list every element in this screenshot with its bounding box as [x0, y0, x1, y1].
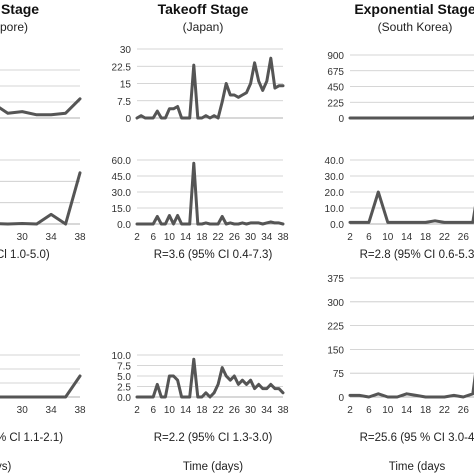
column-title-1: Takeoff Stage: [158, 1, 249, 17]
x-tick-col0-row2-4: 34: [46, 405, 58, 416]
x-tick-col1-row1-6: 26: [229, 232, 241, 243]
x-tick-col1-row2-6: 26: [229, 405, 241, 416]
y-tick-col2-row1-2: 20.0: [325, 188, 345, 199]
x-tick-col2-row2-4: 18: [420, 405, 432, 416]
x-tick-col0-row1-3: 30: [17, 232, 29, 243]
y-tick-col2-row0-0: 0: [338, 114, 344, 125]
y-tick-col1-row2-1: 2.5: [117, 383, 131, 394]
x-tick-col2-row1-0: 2: [347, 232, 353, 243]
stat-text-2-1: R=2.8 (95% CI 0.6-5.3: [360, 249, 474, 261]
x-axis-label-1: Time (days): [183, 461, 243, 473]
y-tick-col2-row0-2: 450: [327, 83, 344, 94]
x-axis-label-0: ys): [0, 461, 12, 473]
x-tick-col1-row1-1: 6: [150, 232, 156, 243]
series-line-col2-row2: [348, 373, 474, 399]
stat-text-0-2: % Cl 1.1-2.1): [0, 432, 63, 444]
x-tick-col2-row1-6: 26: [458, 232, 470, 243]
x-tick-col2-row2-3: 14: [401, 405, 413, 416]
x-tick-col1-row2-4: 18: [196, 405, 208, 416]
x-tick-col1-row1-3: 14: [180, 232, 192, 243]
y-tick-col2-row1-0: 0.0: [330, 220, 344, 231]
series-line-col0-row2: [0, 374, 82, 399]
series-line-col1-row2: [135, 357, 285, 399]
x-tick-col1-row1-0: 2: [134, 232, 140, 243]
x-tick-col1-row2-5: 22: [213, 405, 225, 416]
column-subtitle-0: pore): [0, 20, 28, 34]
y-tick-col1-row2-2: 5.0: [117, 372, 131, 383]
y-tick-col1-row2-4: 10.0: [112, 351, 132, 362]
x-tick-col2-row2-2: 10: [382, 405, 394, 416]
x-tick-col1-row1-7: 30: [245, 232, 257, 243]
series-line-col2-row1: [348, 190, 474, 224]
series-line-col2-row0: [348, 115, 474, 120]
x-tick-col2-row1-2: 10: [382, 232, 394, 243]
x-tick-col2-row2-5: 22: [439, 405, 451, 416]
y-tick-col2-row2-2: 150: [327, 345, 344, 356]
stat-text-1-1: R=3.6 (95% CI 0.4-7.3): [154, 249, 273, 261]
y-tick-col1-row0-3: 22.5: [112, 62, 132, 73]
y-tick-col2-row2-0: 0: [338, 393, 344, 404]
x-tick-col2-row1-4: 18: [420, 232, 432, 243]
y-tick-col2-row0-1: 225: [327, 98, 344, 109]
x-tick-col1-row1-8: 34: [261, 232, 273, 243]
column-title-0: Stage: [1, 1, 39, 17]
y-tick-col2-row1-4: 40.0: [325, 156, 345, 167]
y-tick-col1-row2-3: 7.5: [117, 362, 131, 373]
y-tick-col1-row0-4: 30: [120, 45, 132, 56]
x-tick-col1-row1-9: 38: [277, 232, 289, 243]
y-tick-col2-row2-5: 375: [327, 274, 344, 285]
x-tick-col1-row2-3: 14: [180, 405, 192, 416]
y-tick-col2-row0-4: 900: [327, 51, 344, 62]
column-title-2: Exponential Stage: [354, 1, 474, 17]
y-tick-col2-row2-4: 300: [327, 298, 344, 309]
x-tick-col1-row2-8: 34: [261, 405, 273, 416]
x-tick-col1-row1-2: 10: [164, 232, 176, 243]
column-subtitle-2: (South Korea): [378, 20, 453, 34]
y-tick-col1-row1-1: 15.0: [112, 204, 132, 215]
x-tick-col1-row2-1: 6: [150, 405, 156, 416]
y-tick-col2-row2-3: 225: [327, 322, 344, 333]
x-tick-col1-row2-0: 2: [134, 405, 140, 416]
y-tick-col1-row1-0: 0.0: [117, 220, 131, 231]
y-tick-col2-row0-3: 675: [327, 67, 344, 78]
x-tick-col2-row1-1: 6: [366, 232, 372, 243]
stat-text-1-2: R=2.2 (95% CI 1.3-3.0): [154, 432, 273, 444]
series-line-col0-row1: [0, 171, 82, 226]
x-tick-col0-row2-3: 30: [17, 405, 29, 416]
stat-text-0-1: Cl 1.0-5.0): [0, 249, 50, 261]
x-tick-col0-row1-5: 38: [74, 232, 86, 243]
x-tick-col2-row1-3: 14: [401, 232, 413, 243]
stat-text-2-2: R=25.6 (95 % CI 3.0-4: [360, 432, 474, 444]
y-tick-col2-row2-1: 75: [333, 369, 345, 380]
x-tick-col2-row2-6: 26: [458, 405, 470, 416]
x-tick-col1-row1-5: 22: [213, 232, 225, 243]
series-line-col1-row0: [135, 56, 285, 120]
x-tick-col1-row2-7: 30: [245, 405, 257, 416]
x-tick-col0-row2-5: 38: [74, 405, 86, 416]
y-tick-col1-row0-1: 7.5: [117, 97, 131, 108]
y-tick-col2-row1-1: 10.0: [325, 204, 345, 215]
y-tick-col2-row1-3: 30.0: [325, 172, 345, 183]
x-tick-col2-row2-0: 2: [347, 405, 353, 416]
x-axis-label-2: Time (days: [389, 461, 446, 473]
x-tick-col2-row1-5: 22: [439, 232, 451, 243]
y-tick-col1-row1-4: 60.0: [112, 156, 132, 167]
x-tick-col2-row2-1: 6: [366, 405, 372, 416]
x-tick-col1-row2-9: 38: [277, 405, 289, 416]
x-tick-col0-row1-4: 34: [46, 232, 58, 243]
x-tick-col1-row1-4: 18: [196, 232, 208, 243]
column-subtitle-1: (Japan): [183, 20, 224, 34]
series-line-col0-row0: [0, 97, 82, 117]
y-tick-col1-row1-2: 30.0: [112, 188, 132, 199]
x-tick-col1-row2-2: 10: [164, 405, 176, 416]
series-line-col1-row1: [135, 161, 285, 226]
y-tick-col1-row0-2: 15: [120, 80, 132, 91]
y-tick-col1-row2-0: 0.0: [117, 393, 131, 404]
y-tick-col1-row1-3: 45.0: [112, 172, 132, 183]
y-tick-col1-row0-0: 0: [125, 114, 131, 125]
